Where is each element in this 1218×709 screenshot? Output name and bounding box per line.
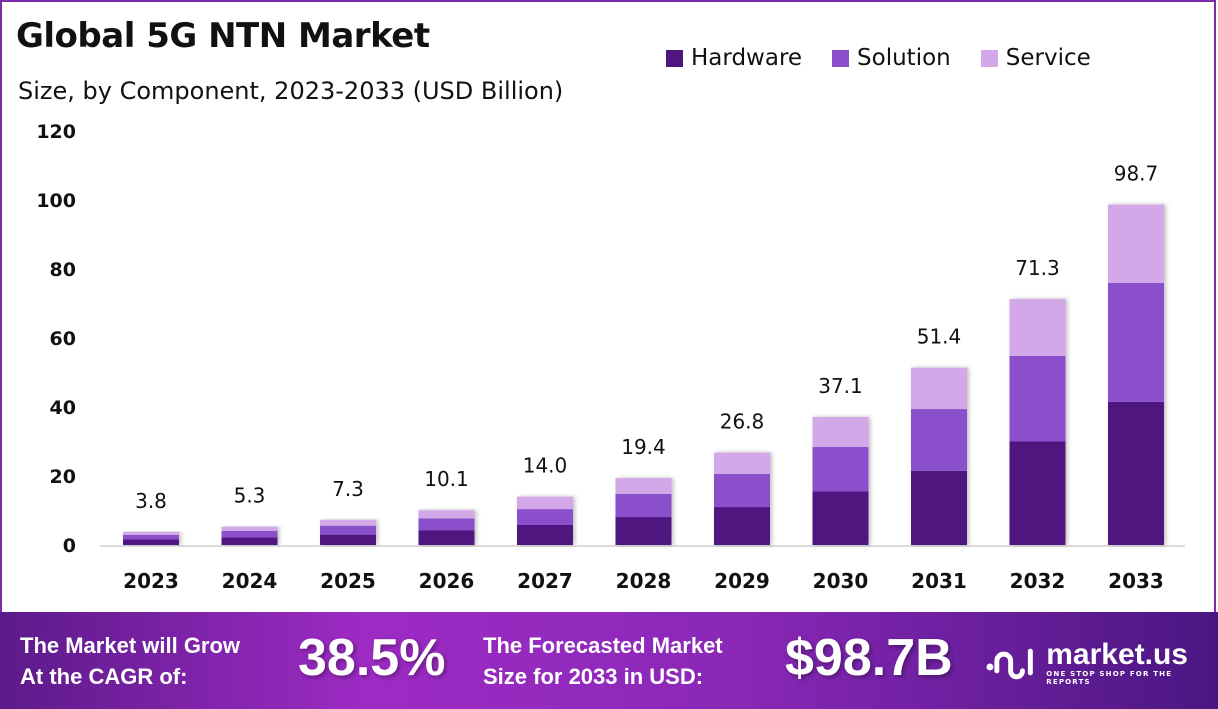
bar-segment-service <box>1108 204 1164 283</box>
forecast-label-line2: Size for 2033 in USD: <box>483 664 704 689</box>
legend-item-service: Service <box>980 45 1091 71</box>
bar-segment-hardware <box>812 491 869 545</box>
bar-segment-solution <box>812 447 869 492</box>
bar-stack-2023 <box>123 531 179 545</box>
bar-stack-2024 <box>221 526 278 545</box>
data-label: 37.1 <box>818 374 863 398</box>
bar-segment-solution <box>123 534 179 540</box>
logo-name: market.us <box>1046 638 1188 671</box>
legend-swatch-solution <box>832 49 850 67</box>
bar-stack-2028 <box>615 478 672 545</box>
bar-stack-2029 <box>714 452 770 545</box>
bar-segment-solution <box>911 409 967 471</box>
bar-segment-service <box>812 417 869 448</box>
legend-item-hardware: Hardware <box>666 45 802 71</box>
data-label: 10.1 <box>424 467 469 491</box>
legend-swatch-service <box>980 49 998 67</box>
data-label: 71.3 <box>1015 256 1060 280</box>
cagr-label-line2: At the CAGR of: <box>20 664 188 689</box>
bar-segment-hardware <box>911 470 967 545</box>
x-tick-label: 2025 <box>320 569 376 593</box>
data-label: 7.3 <box>332 477 364 501</box>
y-tick-label: 100 <box>36 190 76 212</box>
x-tick-label: 2024 <box>222 569 278 593</box>
chart-subtitle: Size, by Component, 2023-2033 (USD Billi… <box>18 77 564 105</box>
y-tick-label: 20 <box>50 466 76 488</box>
bar-segment-service <box>418 510 475 519</box>
bar-stack-2025 <box>320 519 376 545</box>
bar-segment-solution <box>418 518 475 531</box>
bar-segment-solution <box>517 509 573 525</box>
bar-segment-solution <box>221 530 278 538</box>
y-tick-label: 60 <box>50 328 76 350</box>
chart-title: Global 5G NTN Market <box>16 16 430 56</box>
y-tick-label: 120 <box>36 121 76 143</box>
data-label: 3.8 <box>135 489 167 513</box>
cagr-label-line1: The Market will Grow <box>20 633 241 658</box>
legend-swatch-hardware <box>666 49 683 67</box>
bar-segment-solution <box>615 493 672 518</box>
legend: Hardware Solution Service <box>666 45 1091 71</box>
x-tick-label: 2026 <box>419 569 475 593</box>
bar-segment-hardware <box>418 530 475 545</box>
cagr-value: 38.5% <box>298 629 446 687</box>
forecast-value: $98.7B <box>785 629 953 687</box>
legend-label: Solution <box>857 45 951 71</box>
bar-stack-2030 <box>812 417 869 545</box>
data-label: 14.0 <box>523 454 568 478</box>
y-tick-label: 80 <box>50 259 76 281</box>
data-label: 26.8 <box>720 410 765 434</box>
data-label: 98.7 <box>1114 161 1159 185</box>
data-label: 5.3 <box>234 484 266 508</box>
bar-stack-2027 <box>517 496 573 545</box>
bar-segment-hardware <box>1009 441 1066 545</box>
bar-segment-solution <box>1009 355 1066 442</box>
legend-label: Hardware <box>691 45 803 71</box>
bar-stack-2033 <box>1108 204 1164 545</box>
data-label: 19.4 <box>621 435 666 459</box>
bar-segment-service <box>714 452 770 474</box>
bar-segment-hardware <box>1108 401 1164 545</box>
bar-segment-solution <box>714 473 770 508</box>
bar-segment-service <box>517 496 573 510</box>
forecast-label-line1: The Forecasted Market <box>483 633 723 658</box>
bar-chart: 0 20 40 60 80 100 120 3.8 5.3 7.3 10.1 14.0 19.4 26.… <box>36 121 1185 593</box>
bar-segment-hardware <box>123 539 179 545</box>
bar-segment-service <box>123 531 179 535</box>
x-tick-label: 2029 <box>714 569 770 593</box>
y-tick-label: 40 <box>50 397 76 419</box>
market-us-logo[interactable]: market.us ONE STOP SHOP FOR THE REPORTS <box>985 640 1218 686</box>
bar-segment-service <box>221 526 278 531</box>
market-us-logo-icon <box>986 648 1033 680</box>
bar-segment-solution <box>320 525 376 535</box>
legend-item-solution: Solution <box>832 45 951 71</box>
summary-banner <box>0 612 1218 709</box>
bar-segment-service <box>320 519 376 526</box>
bar-stack-2026 <box>418 510 475 545</box>
bar-segment-hardware <box>615 517 672 545</box>
bar-stack-2031 <box>911 367 967 545</box>
bar-segment-service <box>1009 299 1066 356</box>
x-tick-label: 2030 <box>813 569 869 593</box>
bar-segment-hardware <box>320 534 376 545</box>
x-tick-label: 2028 <box>616 569 672 593</box>
bar-segment-hardware <box>517 524 573 545</box>
bar-segment-service <box>615 478 672 494</box>
bar-segment-solution <box>1108 282 1164 402</box>
x-tick-label: 2031 <box>911 569 967 593</box>
bar-segment-service <box>911 367 967 410</box>
x-tick-label: 2032 <box>1010 569 1066 593</box>
cagr-label: The Market will Grow At the CAGR of: <box>20 630 240 692</box>
data-label: 51.4 <box>917 325 962 349</box>
x-tick-label: 2027 <box>517 569 573 593</box>
legend-label: Service <box>1005 45 1091 71</box>
bar-segment-hardware <box>221 537 278 545</box>
bar-segment-hardware <box>714 507 770 545</box>
x-tick-label: 2033 <box>1108 569 1164 593</box>
y-tick-label: 0 <box>63 535 76 557</box>
logo-tagline: ONE STOP SHOP FOR THE REPORTS <box>1046 670 1173 686</box>
forecast-label: The Forecasted Market Size for 2033 in U… <box>483 630 723 692</box>
bar-stack-2032 <box>1009 299 1066 545</box>
x-tick-label: 2023 <box>123 569 179 593</box>
